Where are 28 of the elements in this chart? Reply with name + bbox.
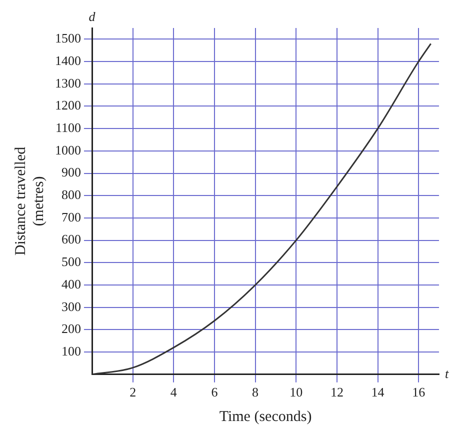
y-tick-label: 100 bbox=[62, 343, 81, 358]
x-tick-label: 16 bbox=[412, 384, 426, 400]
y-tick-label: 300 bbox=[62, 298, 81, 314]
x-axis-title: Time (seconds) bbox=[219, 408, 312, 425]
x-tick-label: 14 bbox=[371, 384, 385, 400]
text: d bbox=[88, 8, 96, 24]
y-tick-label: 900 bbox=[62, 164, 81, 180]
x-tick-label: 12 bbox=[330, 384, 344, 400]
y-tick-label: 1400 bbox=[55, 52, 81, 68]
y-tick-label: 1200 bbox=[55, 98, 81, 113]
y-tick-label: 600 bbox=[62, 232, 81, 247]
y-tick-label: 800 bbox=[62, 187, 81, 202]
y-axis-title: Distance travelled (metres) bbox=[12, 146, 47, 256]
y-tick-label: 1100 bbox=[55, 120, 81, 135]
x-tick-label: 6 bbox=[211, 384, 218, 400]
x-tick-label: 4 bbox=[170, 384, 178, 400]
y-tick-label: 1500 bbox=[55, 30, 81, 46]
y-tick-label: 700 bbox=[62, 209, 81, 224]
y-tick-label: 400 bbox=[62, 276, 81, 292]
x-tick-label: 8 bbox=[252, 384, 259, 400]
y-tick-label: 1300 bbox=[55, 75, 81, 90]
x-tick-label: 10 bbox=[290, 384, 303, 400]
line-series bbox=[92, 42, 432, 374]
y-tick-label: 500 bbox=[62, 254, 81, 270]
x-tick-label: 2 bbox=[130, 384, 136, 400]
y-tick-label: 200 bbox=[62, 321, 81, 336]
text: t bbox=[445, 366, 449, 381]
y-tick-label: 1000 bbox=[55, 142, 81, 158]
